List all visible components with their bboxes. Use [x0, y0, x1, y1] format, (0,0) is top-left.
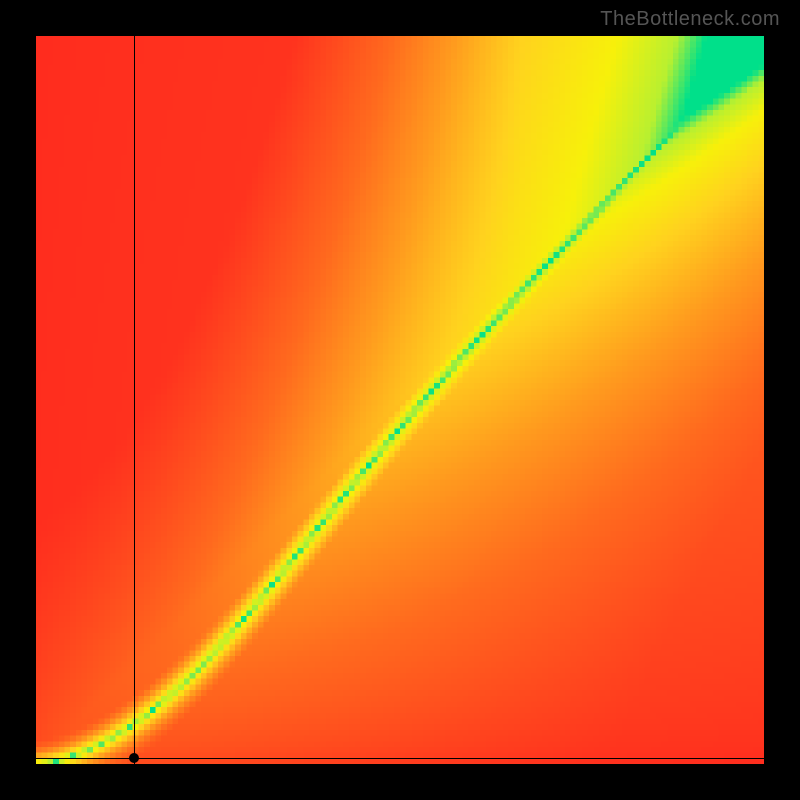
crosshair-vertical — [134, 36, 135, 764]
selection-marker — [129, 753, 139, 763]
watermark-text: TheBottleneck.com — [600, 8, 780, 31]
heatmap-plot-area — [36, 36, 764, 764]
bottleneck-heatmap — [36, 36, 764, 764]
crosshair-horizontal — [36, 758, 764, 759]
